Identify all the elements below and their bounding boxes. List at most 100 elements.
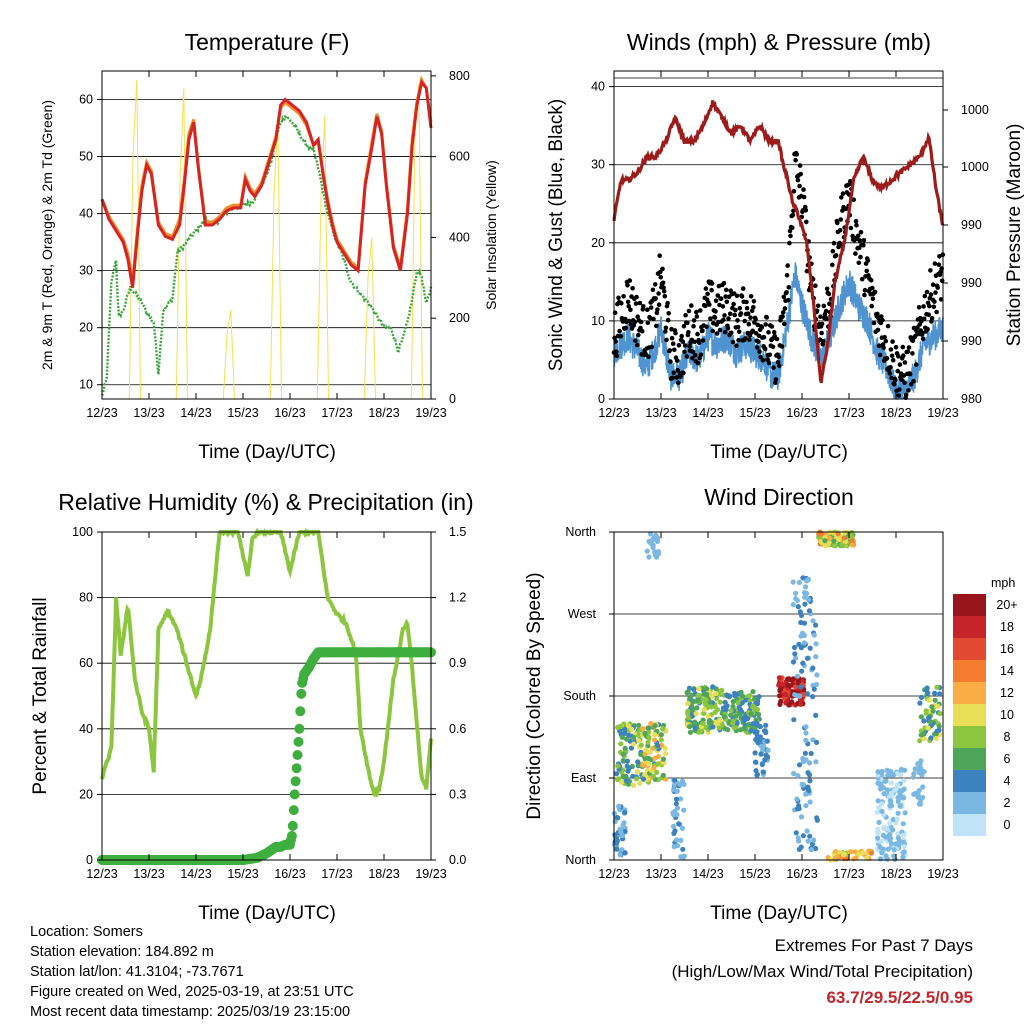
- gust-point: [718, 296, 724, 302]
- gust-point: [767, 352, 772, 358]
- gust-point: [830, 262, 835, 268]
- gust-point: [856, 260, 862, 266]
- gust-point: [738, 311, 744, 316]
- direction-point: [652, 552, 658, 558]
- winds-ytick-label: 20: [591, 236, 605, 250]
- gust-point: [690, 349, 696, 355]
- direction-point: [801, 640, 807, 646]
- gust-point: [617, 328, 622, 334]
- direction-point: [898, 766, 905, 772]
- gust-point: [888, 364, 893, 370]
- direction-xtick-label: 12/23: [598, 867, 629, 881]
- gust-point: [689, 303, 694, 308]
- gust-point: [740, 286, 746, 291]
- direction-point: [891, 847, 897, 853]
- gust-point: [776, 354, 781, 360]
- direction-point: [625, 723, 632, 729]
- gust-point: [902, 380, 907, 386]
- direction-point: [728, 708, 734, 714]
- winds-title: Winds (mph) & Pressure (mb): [627, 29, 931, 55]
- direction-point: [790, 659, 797, 665]
- direction-point: [670, 823, 677, 829]
- gust-point: [713, 309, 718, 314]
- pressure-ytick-label: 990: [961, 276, 982, 290]
- gust-point: [761, 335, 767, 340]
- direction-point: [798, 844, 804, 850]
- direction-point: [804, 655, 811, 661]
- gust-point: [929, 315, 935, 321]
- direction-point: [900, 854, 906, 860]
- gust-point: [938, 297, 944, 302]
- direction-point: [673, 801, 679, 807]
- direction-point: [712, 719, 719, 725]
- direction-point: [921, 736, 928, 742]
- temperature-xtick-label: 13/23: [133, 406, 164, 420]
- direction-point: [757, 723, 763, 730]
- gust-point: [735, 318, 740, 323]
- direction-point: [901, 786, 907, 792]
- humidity-x-label: Time (Day/UTC): [198, 903, 336, 924]
- gust-point: [654, 323, 659, 329]
- direction-point: [831, 542, 837, 549]
- direction-point: [746, 721, 752, 728]
- direction-point: [674, 788, 680, 794]
- direction-point: [896, 842, 902, 848]
- direction-point: [875, 826, 881, 832]
- gust-point: [733, 307, 738, 313]
- gust-point: [922, 293, 928, 299]
- direction-point: [647, 749, 653, 755]
- gust-point: [758, 354, 763, 360]
- direction-point: [645, 725, 651, 731]
- direction-point: [765, 747, 771, 753]
- direction-point: [879, 850, 885, 856]
- direction-point: [928, 719, 934, 725]
- direction-point: [695, 697, 701, 704]
- direction-point: [895, 835, 901, 841]
- direction-point: [646, 554, 652, 560]
- direction-point: [835, 854, 841, 860]
- direction-point: [713, 691, 719, 697]
- winds-xtick-label: 19/23: [927, 406, 958, 420]
- gust-point: [906, 388, 911, 393]
- gust-point: [731, 301, 736, 307]
- direction-point: [836, 536, 843, 543]
- figure-created: Figure created on Wed, 2025-03-19, at 23…: [30, 984, 354, 1000]
- direction-point: [916, 769, 922, 775]
- gust-point: [830, 248, 836, 254]
- direction-point: [750, 703, 756, 709]
- winds-xtick-label: 15/23: [739, 406, 770, 420]
- gust-point: [633, 301, 639, 306]
- gust-point: [896, 354, 901, 359]
- gust-point: [727, 311, 733, 317]
- temperature-xtick-label: 14/23: [180, 406, 211, 420]
- direction-point: [646, 734, 652, 740]
- direction-point: [662, 745, 668, 751]
- humidity-ytick-label: 40: [79, 722, 93, 736]
- direction-point: [917, 738, 923, 744]
- direction-point: [793, 655, 799, 661]
- humidity-ytick-label: 100: [72, 525, 93, 539]
- humidity-ytick-label: 60: [79, 656, 93, 670]
- direction-point: [695, 692, 701, 699]
- direction-point: [690, 708, 696, 714]
- direction-point: [752, 750, 758, 756]
- direction-point: [777, 693, 783, 699]
- gust-point: [818, 314, 823, 320]
- gust-point: [855, 233, 861, 239]
- gust-point: [774, 336, 780, 342]
- direction-point: [614, 846, 620, 852]
- direction-point: [701, 691, 708, 697]
- gust-point: [613, 339, 618, 344]
- humidity-xtick-label: 14/23: [180, 867, 211, 881]
- direction-point: [883, 778, 889, 784]
- winds-panel: Winds (mph) & Pressure (mb) 0 10 20 30 40 980…: [546, 29, 1024, 463]
- direction-point: [894, 782, 901, 788]
- gust-point: [746, 321, 752, 327]
- speed-legend-label: 20+: [996, 598, 1017, 612]
- direction-point: [814, 739, 820, 746]
- direction-point: [648, 757, 654, 763]
- speed-legend-swatch: [953, 770, 986, 792]
- direction-point: [631, 741, 637, 747]
- direction-point: [888, 840, 895, 847]
- direction-point: [712, 709, 718, 716]
